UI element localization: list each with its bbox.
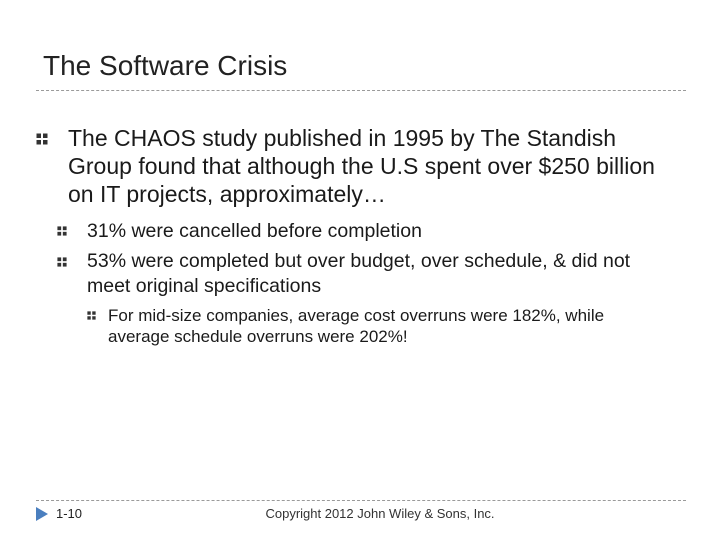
footer-divider (36, 500, 686, 501)
bullet-main: The CHAOS study published in 1995 by The… (68, 125, 655, 207)
bullet-cancelled: 31% were cancelled before completion (87, 220, 422, 242)
quad-diamond-bullet-icon (87, 311, 96, 320)
copyright-footer: Copyright 2012 John Wiley & Sons, Inc. (265, 506, 495, 521)
quad-diamond-bullet-icon (36, 133, 48, 145)
bullet-overruns: For mid-size companies, average cost ove… (108, 306, 605, 346)
triangle-marker-icon (36, 507, 48, 521)
slide-title: The Software Crisis (43, 50, 288, 81)
quad-diamond-bullet-icon (57, 226, 67, 236)
slide-number: 1-10 (56, 506, 83, 521)
title-divider (36, 90, 686, 91)
quad-diamond-bullet-icon (57, 257, 67, 267)
bullet-over-budget: 53% were completed but over budget, over… (87, 250, 631, 297)
